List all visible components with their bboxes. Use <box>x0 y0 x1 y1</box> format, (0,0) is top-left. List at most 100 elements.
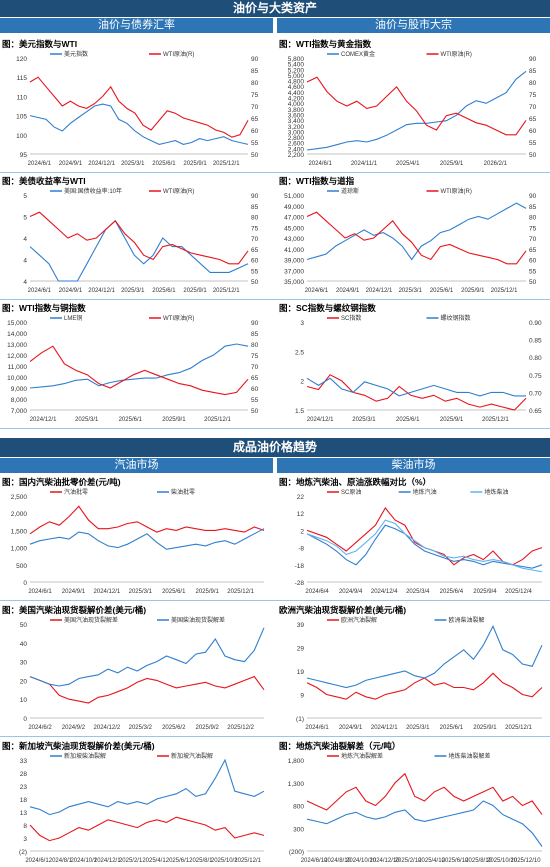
x-tick-label: 2025/6/1 <box>430 288 454 294</box>
chart-eu-crack: 欧洲汽柴油现货裂解价差(美元/桶) 39 29 19 9 (1) 2024/6/1 2024/… <box>277 604 550 734</box>
x-tick-label: 2025/3/1 <box>129 589 153 595</box>
x-tick-label: 2025/12/1 <box>482 417 509 423</box>
legend-label: 柴油批零 <box>171 488 195 496</box>
chart-title: 图：美元指数与WTI <box>2 39 78 49</box>
x-tick-label: 2025/8/1 <box>189 858 213 864</box>
x-tick-label: 2024/10/1 <box>70 858 97 864</box>
chart-sc-rebar: 图：SC指数与螺纹钢指数 3 2.5 2 1.5 0.90 0.85 0.80 0.75 0.70… <box>277 302 550 426</box>
subheader-stocks-commodities: 油价与股市大宗 <box>277 18 550 33</box>
y2-tick-label: 75 <box>251 92 259 99</box>
x-tick-label: 2024/9/1 <box>59 161 83 167</box>
chart-local-crack: 图：地炼汽柴油裂解差（元/吨） 1,800 1,300 800 300 (200) 2024… <box>277 740 550 867</box>
y-tick-label: 35,000 <box>284 279 304 286</box>
chart-title: 图：WTI指数与黄金指数 <box>279 39 372 49</box>
chart-title: 图：地炼汽柴油裂解差（元/吨） <box>279 741 401 751</box>
y-tick-label: 9 <box>300 693 304 700</box>
subheader-gasoline: 汽油市场 <box>0 458 273 473</box>
y-tick-label: 2 <box>300 528 304 535</box>
y2-tick-label: 75 <box>529 225 537 232</box>
legend-label: SC指数 <box>341 314 361 322</box>
subheader-bonds-fx: 油价与债券汇率 <box>0 18 273 33</box>
series-line <box>29 816 265 842</box>
series-line <box>29 211 249 265</box>
chart-dxy-wti: 图：美元指数与WTI 120 115 110 105 100 95 90 85 80 75 70 65 6… <box>0 38 272 170</box>
x-tick-label: 2025/6/1 <box>152 288 176 294</box>
x-tick-label: 2025/3/1 <box>352 417 376 423</box>
x-tick-label: 2024/12/1 <box>30 417 57 423</box>
x-tick-label: 2024/6/1 <box>28 288 52 294</box>
y2-tick-label: 70 <box>529 104 537 111</box>
chart-title: 图：WTI指数与道指 <box>279 176 355 186</box>
y-tick-label: 30 <box>20 660 28 667</box>
x-tick-label: 2025/6/1 <box>396 417 420 423</box>
chart-title: 图：国内汽柴油批零价差(元/吨) <box>2 477 121 487</box>
x-tick-label: 2024/12/10 <box>370 858 401 864</box>
chart-svg: 39 29 19 9 (1)2024/6/1 2024/9/1 2024/12/1 2025/… <box>296 616 543 731</box>
x-tick-label: 2024/8/1 <box>49 858 73 864</box>
y2-tick-label: 75 <box>251 353 259 360</box>
x-tick-label: 2024/6/1 <box>305 288 329 294</box>
x-tick-label: 2025/12/1 <box>505 725 532 731</box>
chart-svg: 51,000 49,000 47,000 45,000 43,000 41,000 39,0… <box>284 187 537 294</box>
x-tick-label: 2024/12/1 <box>307 417 334 423</box>
legend-label: LME铜 <box>64 314 82 322</box>
chart-wti-gold: 图：WTI指数与黄金指数 5,800 5,400 5,200 5,000 4,800 4,6… <box>277 38 550 170</box>
series-line <box>306 519 543 573</box>
y-tick-label: 41,000 <box>284 247 304 254</box>
y2-tick-label: 55 <box>251 268 259 275</box>
x-tick-label: 2025/10/1 <box>211 858 238 864</box>
series-line <box>306 377 526 397</box>
legend-label: WTI原油(R) <box>441 187 472 195</box>
y-tick-label: 1.5 <box>295 408 304 415</box>
y-tick-label: 1,000 <box>11 546 28 553</box>
y2-tick-label: 70 <box>529 236 537 243</box>
y2-tick-label: 85 <box>251 331 259 338</box>
x-tick-label: 2024/6/4 <box>305 589 329 595</box>
y2-tick-label: 0.65 <box>529 408 542 415</box>
x-tick-label: 2024/12/1 <box>94 858 121 864</box>
chart-svg: 120 115 110 105 100 95 90 85 80 75 70 65 60 55 50 2024/… <box>16 50 259 167</box>
y-tick-label: 3,200 <box>288 124 305 131</box>
divider <box>0 428 550 429</box>
x-tick-label: 2025/12/1 <box>204 417 231 423</box>
y-tick-label: 51,000 <box>284 193 304 200</box>
y-tick-label: 0 <box>23 716 27 723</box>
subheader-diesel: 柴油市场 <box>277 458 550 473</box>
x-tick-label: 2025/2/10 <box>395 858 422 864</box>
x-tick-label: 2025/6/2 <box>162 725 186 731</box>
x-tick-label: 2024/10/10 <box>346 858 377 864</box>
legend-label: WTI原油(R) <box>441 50 472 58</box>
x-tick-label: 2025/12/2 <box>227 725 254 731</box>
y2-tick-label: 90 <box>251 320 259 327</box>
divider <box>0 172 550 173</box>
chart-local-refinery-change: 图：地炼汽柴油、原油涨跌幅对比（%） 22 12 2 -8 -18 -28 2024/6/4 2… <box>277 476 550 598</box>
x-tick-label: 2024/6/1 <box>28 161 52 167</box>
y-tick-label: -18 <box>295 563 305 570</box>
x-tick-label: 2025/3/1 <box>121 288 145 294</box>
y-tick-label: 5,800 <box>288 56 305 63</box>
divider <box>0 736 550 737</box>
x-tick-label: 2025/12/1 <box>234 858 261 864</box>
series-line <box>306 70 527 151</box>
y-tick-label: 22 <box>297 494 305 501</box>
y-tick-label: -8 <box>298 546 304 553</box>
y-tick-label: 18 <box>20 797 28 804</box>
y-tick-label: 2.5 <box>295 349 304 356</box>
chart-title: 图：SC指数与螺纹钢指数 <box>279 303 376 313</box>
y2-tick-label: 75 <box>251 225 259 232</box>
legend-label: 地炼汽油裂解差 <box>341 752 383 760</box>
y2-tick-label: 65 <box>529 116 537 123</box>
x-tick-label: 2024/9/1 <box>59 288 83 294</box>
series-line <box>29 505 265 535</box>
x-tick-label: 2025/12/1 <box>227 589 254 595</box>
y2-tick-label: 80 <box>251 80 259 87</box>
legend-label: 美元指数 <box>64 50 88 58</box>
legend-label: 地炼柴油裂解差 <box>449 752 491 760</box>
x-tick-label: 2025/4/1 <box>142 858 166 864</box>
y-tick-label: 2,000 <box>11 511 28 518</box>
x-tick-label: 2025/9/1 <box>473 725 497 731</box>
chart-svg: 3 2.5 2 1.5 0.90 0.85 0.80 0.75 0.70 0.65 2024/12/… <box>295 314 542 423</box>
series-line <box>29 76 249 138</box>
chart-domestic-spread: 图：国内汽柴油批零价差(元/吨) 2,500 2,000 1,500 1,000 500 0… <box>0 476 272 598</box>
